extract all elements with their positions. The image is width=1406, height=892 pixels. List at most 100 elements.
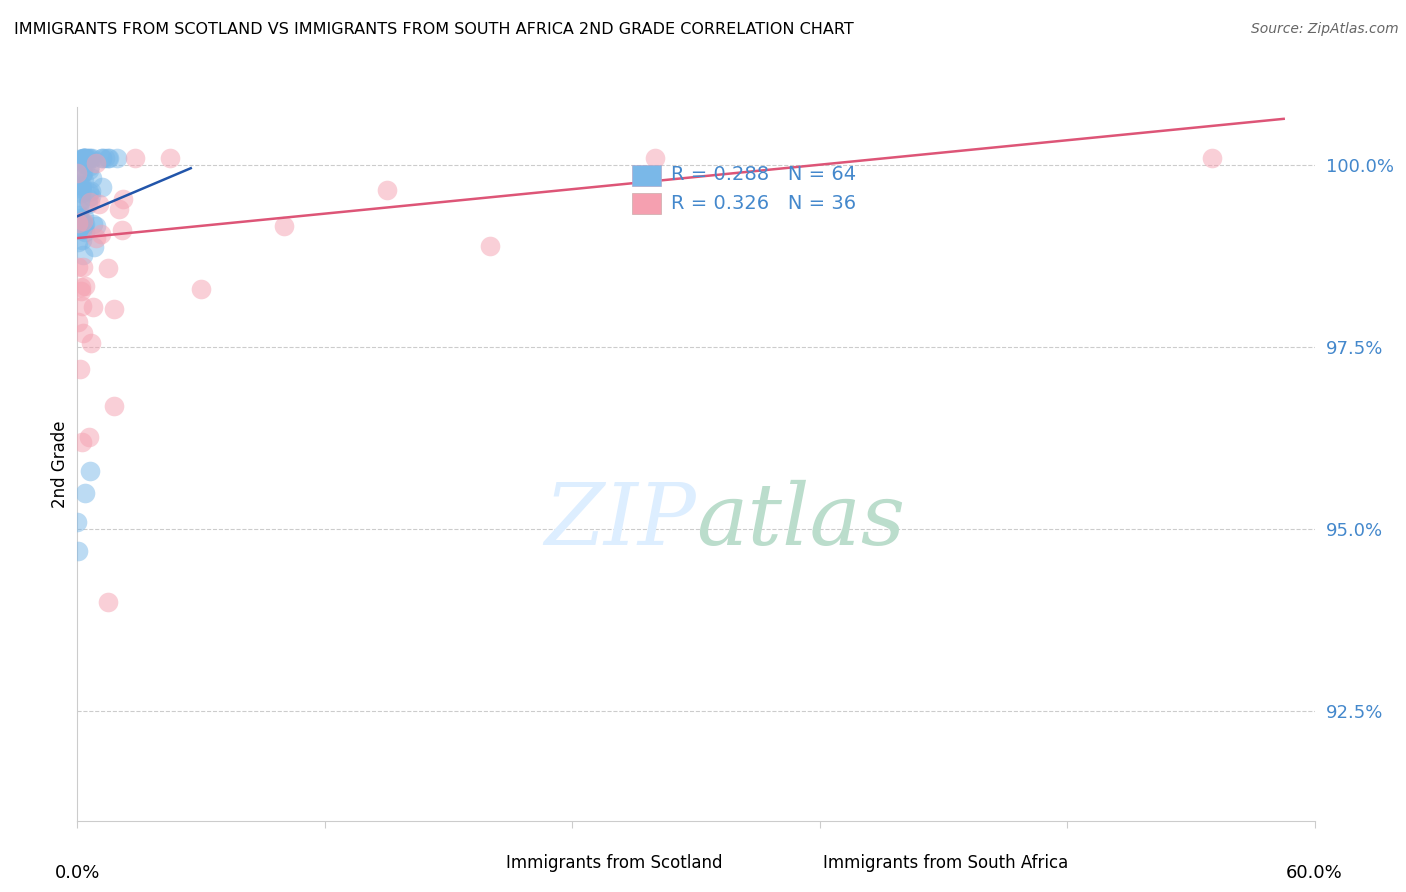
Point <box>76 151 98 165</box>
Text: Source: ZipAtlas.com: Source: ZipAtlas.com <box>1251 22 1399 37</box>
Point <box>84 219 107 234</box>
Point <box>70 285 93 299</box>
Point <box>82 300 104 314</box>
Point <box>73 278 96 293</box>
Point <box>66 314 89 328</box>
Point <box>73 486 96 500</box>
Point <box>84 155 107 169</box>
Point <box>70 223 93 237</box>
Point <box>80 335 103 350</box>
Point <box>97 595 120 609</box>
Point <box>72 218 94 232</box>
Point <box>87 197 110 211</box>
Point <box>67 220 90 235</box>
Point <box>72 260 94 274</box>
Point <box>67 168 90 182</box>
Point <box>69 279 91 293</box>
Point <box>105 151 128 165</box>
Point <box>73 174 96 188</box>
Text: 60.0%: 60.0% <box>1286 864 1343 882</box>
Point <box>70 234 93 248</box>
Point <box>70 299 93 313</box>
Point <box>103 302 125 317</box>
Point <box>70 435 93 450</box>
Point <box>72 221 94 235</box>
Point <box>190 282 212 296</box>
Point <box>97 261 120 276</box>
Point <box>70 183 93 197</box>
Point <box>124 151 146 165</box>
Point <box>273 219 295 233</box>
Point <box>72 166 94 180</box>
Point <box>80 188 103 202</box>
Point <box>73 151 96 165</box>
Point <box>79 464 101 478</box>
Point <box>79 194 101 209</box>
Point <box>69 181 91 195</box>
Point <box>77 151 100 165</box>
Point <box>97 151 120 165</box>
Point <box>159 151 181 165</box>
Point <box>77 185 100 199</box>
Point <box>90 227 112 241</box>
Point <box>91 179 114 194</box>
Point <box>73 217 96 231</box>
Text: IMMIGRANTS FROM SCOTLAND VS IMMIGRANTS FROM SOUTH AFRICA 2ND GRADE CORRELATION C: IMMIGRANTS FROM SCOTLAND VS IMMIGRANTS F… <box>14 22 853 37</box>
Point <box>72 151 94 165</box>
Point <box>72 326 94 340</box>
Point <box>77 163 100 178</box>
Point <box>73 211 96 225</box>
Point <box>70 214 93 228</box>
Point <box>66 515 89 529</box>
Point <box>67 208 90 222</box>
Point <box>69 211 91 225</box>
Point <box>67 202 90 217</box>
Point <box>73 157 96 171</box>
Text: Immigrants from South Africa: Immigrants from South Africa <box>823 854 1067 871</box>
Point <box>103 399 125 413</box>
Point <box>111 223 134 237</box>
Point <box>69 193 91 207</box>
Point <box>70 178 93 193</box>
Point <box>90 151 112 165</box>
Point <box>69 218 91 232</box>
Point <box>77 430 100 444</box>
Point <box>67 544 90 558</box>
Point <box>66 152 89 166</box>
Y-axis label: 2nd Grade: 2nd Grade <box>51 420 69 508</box>
Point <box>79 151 101 165</box>
Point <box>91 151 114 165</box>
Point <box>98 151 121 165</box>
Bar <box>631 193 661 213</box>
Text: Immigrants from Scotland: Immigrants from Scotland <box>506 854 723 871</box>
Point <box>111 192 134 206</box>
Point <box>94 151 117 165</box>
Text: R = 0.288   N = 64: R = 0.288 N = 64 <box>671 166 856 185</box>
Point <box>478 239 501 253</box>
Point <box>70 217 93 231</box>
Point <box>82 217 104 231</box>
Point <box>1201 151 1223 165</box>
Bar <box>631 165 661 186</box>
Point <box>79 184 101 198</box>
Text: R = 0.326   N = 36: R = 0.326 N = 36 <box>671 194 856 212</box>
Point <box>82 151 104 165</box>
Text: ZIP: ZIP <box>544 480 696 562</box>
Point <box>72 151 94 165</box>
Point <box>75 151 97 165</box>
Point <box>67 216 90 230</box>
Point <box>108 202 131 217</box>
Point <box>75 151 97 165</box>
Point <box>75 156 97 170</box>
Point <box>76 197 98 211</box>
Point <box>73 225 96 239</box>
Point <box>69 178 91 192</box>
Text: atlas: atlas <box>696 480 905 562</box>
Point <box>72 214 94 228</box>
Point <box>72 151 94 165</box>
Point <box>69 186 91 200</box>
Point <box>83 239 105 253</box>
Point <box>77 191 100 205</box>
Point <box>73 151 96 165</box>
Point <box>644 151 666 165</box>
